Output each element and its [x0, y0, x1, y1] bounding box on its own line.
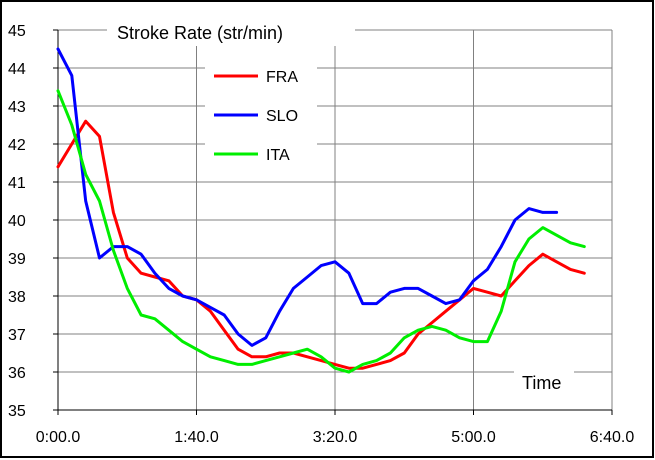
legend-label-ita: ITA	[266, 147, 290, 164]
series-line-slo	[56, 47, 559, 347]
y-tick-label: 38	[8, 289, 26, 306]
y-tick-label: 35	[8, 403, 26, 420]
x-tick-label: 0:00.0	[36, 429, 81, 446]
xlabel-background	[514, 367, 574, 397]
legend-label-fra: FRA	[266, 69, 298, 86]
tick-labels: 35 36 37 38 39 40 41 42 43 44 45 0:00.0 1:40.0 3:20.0…	[8, 23, 634, 446]
xlabel-box: Time	[514, 367, 574, 397]
series-lines	[56, 47, 586, 374]
y-tick-label: 44	[8, 61, 26, 78]
y-tick-label: 42	[8, 137, 26, 154]
legend: FRA SLO ITA	[205, 60, 317, 170]
y-tick-label: 45	[8, 23, 26, 40]
y-tick-label: 39	[8, 251, 26, 268]
chart-title: Stroke Rate (str/min)	[117, 23, 283, 43]
title-box: Stroke Rate (str/min)	[107, 18, 355, 46]
y-tick-label: 37	[8, 327, 26, 344]
series-line-fra	[56, 119, 586, 370]
y-tick-label: 40	[8, 213, 26, 230]
y-tick-label: 43	[8, 99, 26, 116]
x-tick-label: 6:40.0	[590, 429, 635, 446]
y-tick-label: 41	[8, 175, 26, 192]
legend-label-slo: SLO	[266, 108, 298, 125]
series-line-ita	[56, 89, 586, 374]
x-tick-label: 3:20.0	[313, 429, 358, 446]
title-background	[107, 18, 355, 46]
x-tick-label: 5:00.0	[451, 429, 496, 446]
x-tick-label: 1:40.0	[174, 429, 219, 446]
x-axis-label: Time	[522, 373, 561, 393]
y-tick-label: 36	[8, 365, 26, 382]
